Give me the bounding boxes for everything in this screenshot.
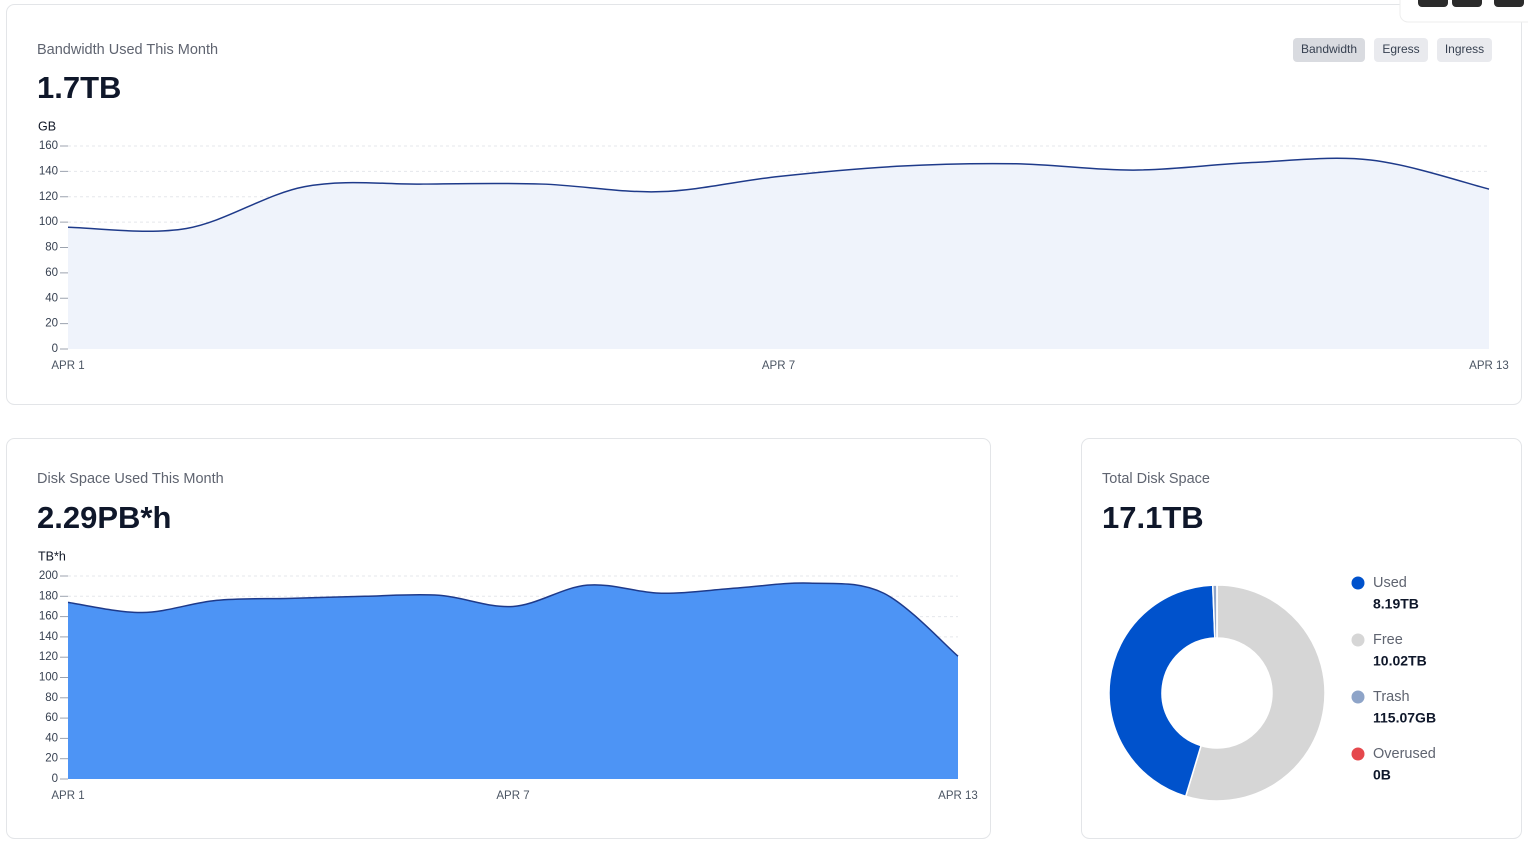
y-axis-unit: TB*h xyxy=(38,549,66,563)
x-tick-label: APR 13 xyxy=(1469,360,1509,372)
legend-value: 115.07GB xyxy=(1373,710,1436,726)
y-tick-label: 40 xyxy=(45,732,58,744)
y-tick-label: 160 xyxy=(39,611,58,623)
toggle-button[interactable] xyxy=(1293,38,1365,62)
y-tick-label: 180 xyxy=(39,590,58,602)
legend-label: Free xyxy=(1373,632,1403,648)
y-tick-label: 60 xyxy=(45,267,58,279)
toggle-button-label[interactable]: Bandwidth xyxy=(1301,42,1357,56)
x-tick-label: APR 13 xyxy=(938,790,978,802)
legend-value: 8.19TB xyxy=(1373,596,1419,612)
y-tick-label: 200 xyxy=(39,570,58,582)
y-tick-label: 0 xyxy=(52,343,58,355)
legend-dot xyxy=(1351,747,1365,761)
x-tick-label: APR 7 xyxy=(762,360,795,372)
y-tick-label: 0 xyxy=(52,773,58,785)
legend-label: Used xyxy=(1373,575,1407,591)
toggle-button-label[interactable]: Ingress xyxy=(1445,42,1484,56)
y-tick-label: 60 xyxy=(45,712,58,724)
x-tick-label: APR 1 xyxy=(51,360,84,372)
y-tick-label: 100 xyxy=(39,216,58,228)
y-tick-label: 80 xyxy=(45,242,58,254)
area-line xyxy=(67,582,959,657)
card-total: 17.1TB xyxy=(1102,500,1204,535)
legend-label: Overused xyxy=(1373,746,1436,762)
area-fill xyxy=(68,582,958,779)
donut-slice xyxy=(1184,584,1326,802)
y-tick-label: 160 xyxy=(39,140,58,152)
y-tick-label: 140 xyxy=(39,165,58,177)
card-title: Disk Space Used This Month xyxy=(37,471,224,487)
legend-value: 0B xyxy=(1373,767,1391,783)
y-tick-label: 140 xyxy=(39,631,58,643)
donut-slice xyxy=(1108,584,1216,798)
y-axis-unit: GB xyxy=(38,119,56,133)
toolbar-button[interactable] xyxy=(1494,0,1524,7)
area-line xyxy=(67,157,1490,232)
x-tick-label: APR 1 xyxy=(51,790,84,802)
card-title: Total Disk Space xyxy=(1102,471,1210,487)
toolbar-button[interactable] xyxy=(1452,0,1482,7)
legend-dot xyxy=(1351,576,1365,590)
y-tick-label: 120 xyxy=(39,191,58,203)
card-title: Bandwidth Used This Month xyxy=(37,42,218,58)
legend-label: Trash xyxy=(1373,689,1410,705)
x-tick-label: APR 7 xyxy=(496,790,529,802)
toggle-button-label[interactable]: Egress xyxy=(1382,42,1419,56)
y-tick-label: 20 xyxy=(45,318,58,330)
card-total: 1.7TB xyxy=(37,70,121,105)
y-tick-label: 120 xyxy=(39,651,58,663)
area-fill xyxy=(68,158,1489,349)
y-tick-label: 20 xyxy=(45,753,58,765)
legend-value: 10.02TB xyxy=(1373,653,1427,669)
y-tick-label: 100 xyxy=(39,672,58,684)
legend-dot xyxy=(1351,690,1365,704)
toggle-button[interactable] xyxy=(1374,38,1428,62)
y-tick-label: 80 xyxy=(45,692,58,704)
toggle-button[interactable] xyxy=(1437,38,1492,62)
y-tick-label: 40 xyxy=(45,292,58,304)
legend-dot xyxy=(1351,633,1365,647)
card-total: 2.29PB*h xyxy=(37,500,171,535)
toolbar-button[interactable] xyxy=(1418,0,1448,7)
